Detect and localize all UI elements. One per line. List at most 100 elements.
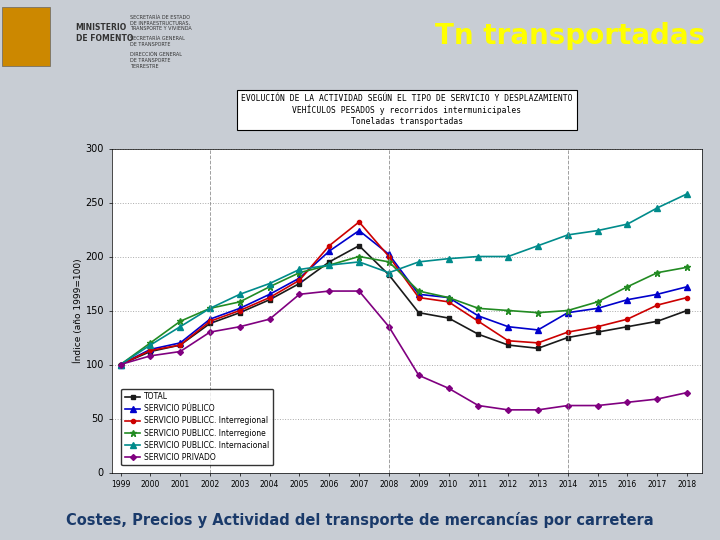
SERVICIO PUBLICC. Interregional	[474, 318, 482, 325]
SERVICIO PUBLICC. Interregional	[176, 342, 184, 348]
TOTAL	[474, 331, 482, 338]
SERVICIO PRIVADO	[683, 389, 691, 396]
SERVICIO PÚBLICO	[265, 291, 274, 298]
SERVICIO PUBLICC. Internacional	[504, 253, 513, 260]
SERVICIO PRIVADO	[474, 402, 482, 409]
TOTAL	[683, 307, 691, 314]
SERVICIO PÚBLICO	[534, 327, 542, 333]
SERVICIO PUBLICC. Interregione	[593, 299, 602, 305]
SERVICIO PRIVADO	[653, 396, 662, 402]
SERVICIO PÚBLICO	[623, 296, 631, 303]
SERVICIO PUBLICC. Interregional	[235, 307, 244, 314]
SERVICIO PUBLICC. Interregional	[415, 294, 423, 301]
SERVICIO PÚBLICO	[415, 291, 423, 298]
TOTAL	[206, 320, 215, 327]
Text: Costes, Precios y Actividad del transporte de mercancías por carretera: Costes, Precios y Actividad del transpor…	[66, 512, 654, 528]
TOTAL	[623, 323, 631, 330]
Line: SERVICIO PRIVADO: SERVICIO PRIVADO	[119, 289, 689, 412]
SERVICIO PRIVADO	[444, 385, 453, 392]
TOTAL	[146, 348, 155, 355]
SERVICIO PUBLICC. Interregional	[564, 329, 572, 335]
Text: Tn transportadas: Tn transportadas	[435, 23, 705, 50]
SERVICIO PUBLICC. Interregional	[504, 338, 513, 344]
SERVICIO PUBLICC. Interregional	[295, 277, 304, 284]
Line: SERVICIO PUBLICC. Internacional: SERVICIO PUBLICC. Internacional	[118, 191, 690, 367]
Text: EVOLUCIÓN DE LA ACTIVIDAD SEGÚN EL TIPO DE SERVICIO Y DESPLAZAMIENTO
VEHÍCULOS P: EVOLUCIÓN DE LA ACTIVIDAD SEGÚN EL TIPO …	[241, 94, 572, 126]
SERVICIO PRIVADO	[265, 316, 274, 322]
SERVICIO PUBLICC. Interregione	[415, 288, 423, 294]
TOTAL	[564, 334, 572, 341]
Text: SECRETARÍA DE ESTADO
DE INFRAESTRUCTURAS,
TRANSPORTE Y VIVIENDA: SECRETARÍA DE ESTADO DE INFRAESTRUCTURAS…	[130, 15, 192, 31]
SERVICIO PÚBLICO	[593, 305, 602, 312]
SERVICIO PUBLICC. Interregione	[534, 309, 542, 316]
SERVICIO PUBLICC. Interregional	[593, 323, 602, 330]
SERVICIO PUBLICC. Interregione	[295, 269, 304, 276]
SERVICIO PUBLICC. Internacional	[623, 221, 631, 227]
Line: SERVICIO PUBLICC. Interregione: SERVICIO PUBLICC. Interregione	[117, 253, 690, 368]
SERVICIO PUBLICC. Internacional	[116, 361, 125, 368]
SERVICIO PUBLICC. Internacional	[534, 242, 542, 249]
TOTAL	[534, 345, 542, 352]
SERVICIO PUBLICC. Interregional	[683, 294, 691, 301]
SERVICIO PUBLICC. Internacional	[265, 280, 274, 287]
Text: MINISTERIO
DE FOMENTO: MINISTERIO DE FOMENTO	[76, 23, 133, 43]
SERVICIO PUBLICC. Interregione	[325, 262, 333, 268]
SERVICIO PUBLICC. Interregional	[325, 242, 333, 249]
SERVICIO PUBLICC. Internacional	[593, 227, 602, 234]
SERVICIO PUBLICC. Interregione	[564, 307, 572, 314]
SERVICIO PÚBLICO	[474, 313, 482, 319]
Bar	[2, 7, 50, 65]
SERVICIO PUBLICC. Interregione	[206, 305, 215, 312]
SERVICIO PUBLICC. Internacional	[653, 205, 662, 211]
SERVICIO PUBLICC. Interregional	[146, 347, 155, 354]
SERVICIO PUBLICC. Internacional	[564, 232, 572, 238]
SERVICIO PUBLICC. Internacional	[474, 253, 482, 260]
TOTAL	[295, 280, 304, 287]
SERVICIO PUBLICC. Internacional	[176, 323, 184, 330]
SERVICIO PUBLICC. Interregional	[623, 316, 631, 322]
SERVICIO PUBLICC. Interregional	[116, 361, 125, 368]
SERVICIO PUBLICC. Interregional	[206, 318, 215, 325]
SERVICIO PUBLICC. Internacional	[146, 342, 155, 348]
SERVICIO PUBLICC. Internacional	[683, 191, 691, 197]
SERVICIO PRIVADO	[116, 361, 125, 368]
SERVICIO PUBLICC. Interregional	[384, 253, 393, 260]
SERVICIO PUBLICC. Interregional	[265, 294, 274, 301]
SERVICIO PÚBLICO	[444, 294, 453, 301]
TOTAL	[325, 259, 333, 265]
Text: SECRETARÍA GENERAL
DE TRANSPORTE: SECRETARÍA GENERAL DE TRANSPORTE	[130, 36, 184, 47]
SERVICIO PUBLICC. Interregione	[176, 318, 184, 325]
Text: DIRECCIÓN GENERAL
DE TRANSPORTE
TERRESTRE: DIRECCIÓN GENERAL DE TRANSPORTE TERRESTR…	[130, 52, 181, 69]
Y-axis label: Índice (año 1999=100): Índice (año 1999=100)	[73, 258, 83, 363]
SERVICIO PÚBLICO	[653, 291, 662, 298]
SERVICIO PRIVADO	[593, 402, 602, 409]
SERVICIO PUBLICC. Interregione	[474, 305, 482, 312]
Line: SERVICIO PÚBLICO: SERVICIO PÚBLICO	[118, 228, 690, 367]
SERVICIO PUBLICC. Interregione	[355, 253, 364, 260]
SERVICIO PUBLICC. Interregione	[116, 361, 125, 368]
SERVICIO PUBLICC. Interregione	[504, 307, 513, 314]
Legend: TOTAL, SERVICIO PÚBLICO, SERVICIO PUBLICC. Interregional, SERVICIO PUBLICC. Inte: TOTAL, SERVICIO PÚBLICO, SERVICIO PUBLIC…	[122, 388, 274, 465]
TOTAL	[415, 309, 423, 316]
SERVICIO PUBLICC. Interregione	[623, 284, 631, 290]
SERVICIO PUBLICC. Interregione	[683, 264, 691, 271]
Line: TOTAL: TOTAL	[119, 244, 689, 367]
SERVICIO PUBLICC. Interregione	[444, 294, 453, 301]
SERVICIO PUBLICC. Internacional	[206, 305, 215, 312]
SERVICIO PUBLICC. Interregione	[235, 299, 244, 305]
SERVICIO PRIVADO	[176, 348, 184, 355]
SERVICIO PUBLICC. Internacional	[325, 262, 333, 268]
SERVICIO PUBLICC. Internacional	[355, 259, 364, 265]
TOTAL	[355, 242, 364, 249]
SERVICIO PÚBLICO	[206, 316, 215, 322]
TOTAL	[384, 272, 393, 278]
SERVICIO PUBLICC. Internacional	[384, 269, 393, 276]
SERVICIO PÚBLICO	[235, 305, 244, 312]
SERVICIO PUBLICC. Interregional	[355, 219, 364, 225]
SERVICIO PÚBLICO	[295, 275, 304, 281]
SERVICIO PRIVADO	[564, 402, 572, 409]
SERVICIO PRIVADO	[504, 407, 513, 413]
SERVICIO PRIVADO	[206, 329, 215, 335]
SERVICIO PUBLICC. Interregione	[146, 340, 155, 346]
SERVICIO PRIVADO	[295, 291, 304, 298]
